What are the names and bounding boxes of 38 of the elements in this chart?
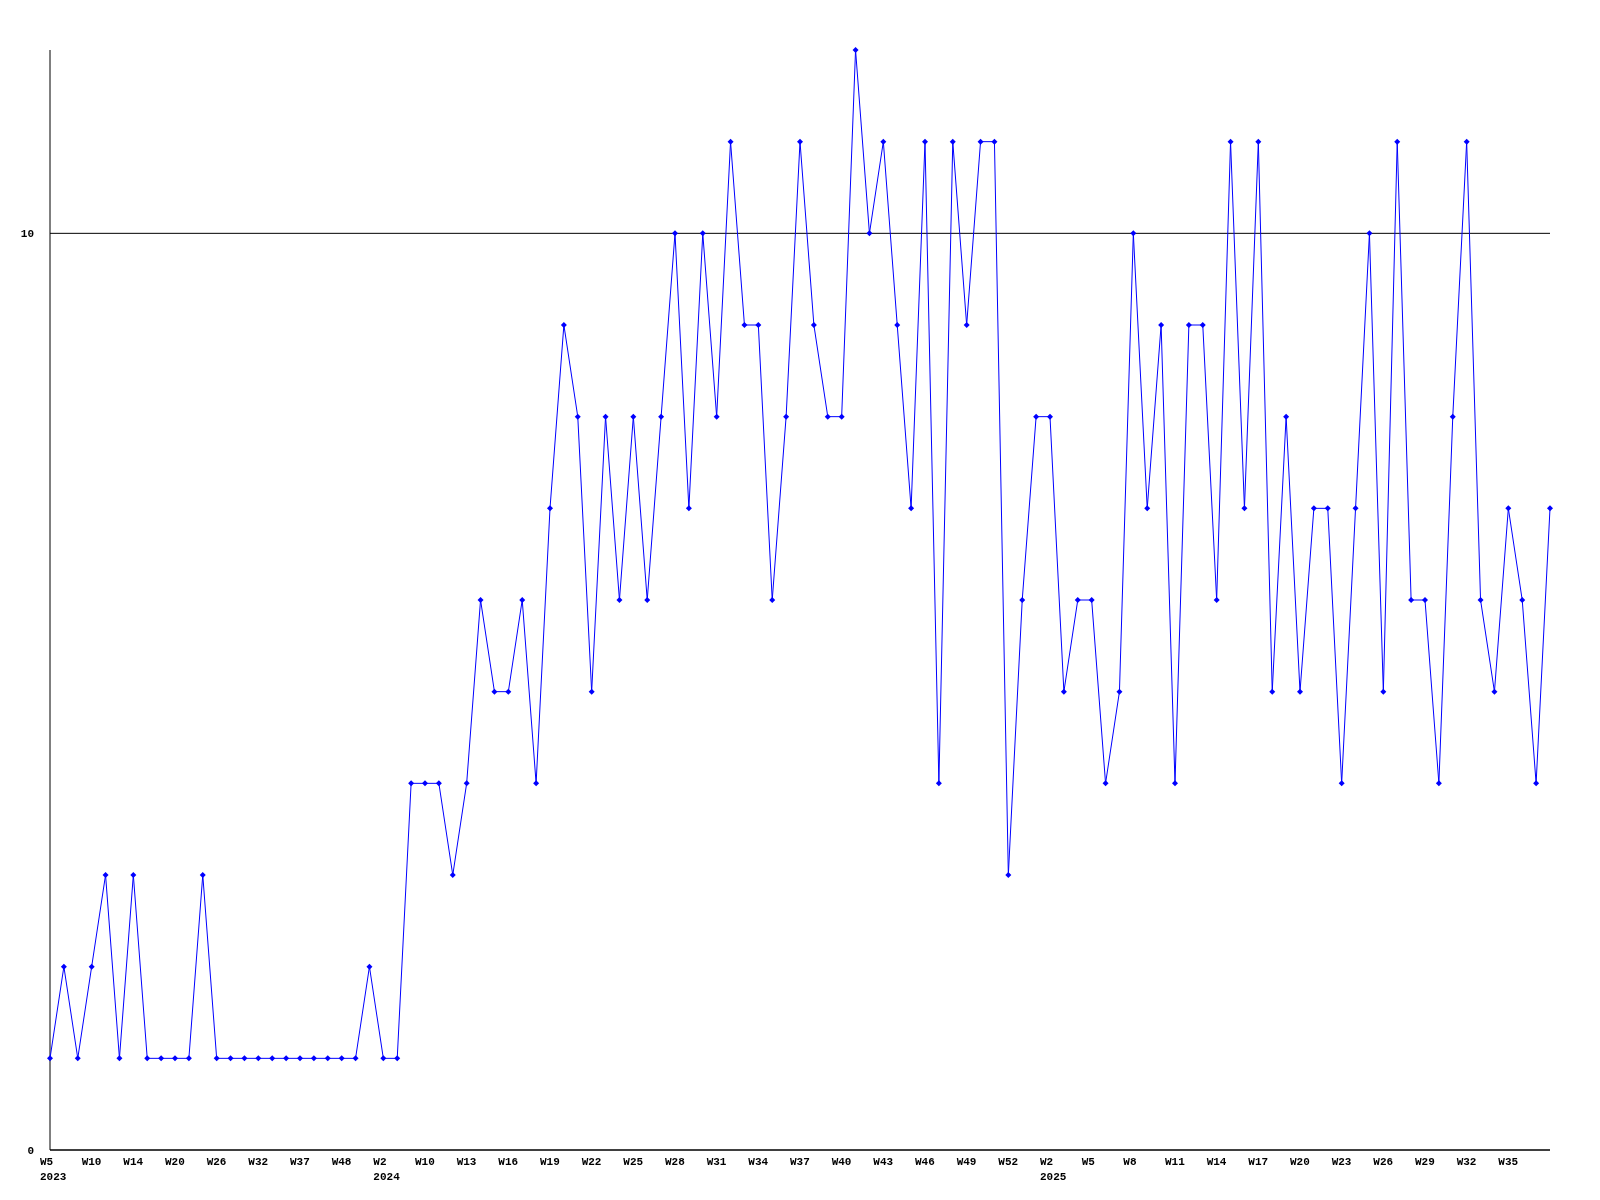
x-tick-label: W16 xyxy=(498,1156,519,1168)
x-tick-label: W35 xyxy=(1498,1156,1519,1168)
x-tick-label: W14 xyxy=(123,1156,144,1168)
x-tick-label: W8 xyxy=(1123,1156,1137,1168)
x-tick-label: W13 xyxy=(456,1156,477,1168)
x-tick-label: W25 xyxy=(623,1156,644,1168)
x-tick-label: W10 xyxy=(415,1156,435,1168)
x-tick-label: W17 xyxy=(1248,1156,1269,1168)
x-tick-label: W20 xyxy=(165,1156,185,1168)
x-tick-label: W49 xyxy=(956,1156,977,1168)
x-tick-label: W29 xyxy=(1415,1156,1435,1168)
x-tick-label: W52 xyxy=(998,1156,1019,1168)
x-tick-label: W19 xyxy=(540,1156,560,1168)
y-tick-label: 0 xyxy=(27,1144,34,1157)
x-tick-label: W22 xyxy=(581,1156,602,1168)
x-tick-label: W40 xyxy=(831,1156,852,1168)
x-tick-label: W23 xyxy=(1331,1156,1352,1168)
x-tick-label: W46 xyxy=(915,1156,935,1168)
x-tick-label: W5 xyxy=(1081,1156,1096,1168)
x-tick-label: W32 xyxy=(248,1156,269,1168)
x-tick-label: W37 xyxy=(790,1156,810,1168)
x-tick-label: W37 xyxy=(290,1156,310,1168)
x-tick-label: W10 xyxy=(81,1156,102,1168)
x-tick-label: W20 xyxy=(1290,1156,1310,1168)
x-tick-label: W26 xyxy=(1373,1156,1394,1168)
x-tick-label: W2 2024 xyxy=(373,1156,401,1183)
x-tick-label: W43 xyxy=(873,1156,894,1168)
y-tick-label: 10 xyxy=(20,228,34,241)
x-tick-label: W32 xyxy=(1456,1156,1477,1168)
x-tick-label: W48 xyxy=(331,1156,352,1168)
x-tick-label: W31 xyxy=(706,1156,727,1168)
x-tick-label: W5 2023 xyxy=(40,1156,67,1183)
x-tick-label: W28 xyxy=(665,1156,686,1168)
x-tick-label: W2 2025 xyxy=(1040,1156,1067,1183)
x-tick-label: W34 xyxy=(748,1156,769,1168)
x-tick-label: W26 xyxy=(206,1156,227,1168)
x-tick-label: W14 xyxy=(1206,1156,1227,1168)
x-tick-label: W11 xyxy=(1165,1156,1186,1168)
